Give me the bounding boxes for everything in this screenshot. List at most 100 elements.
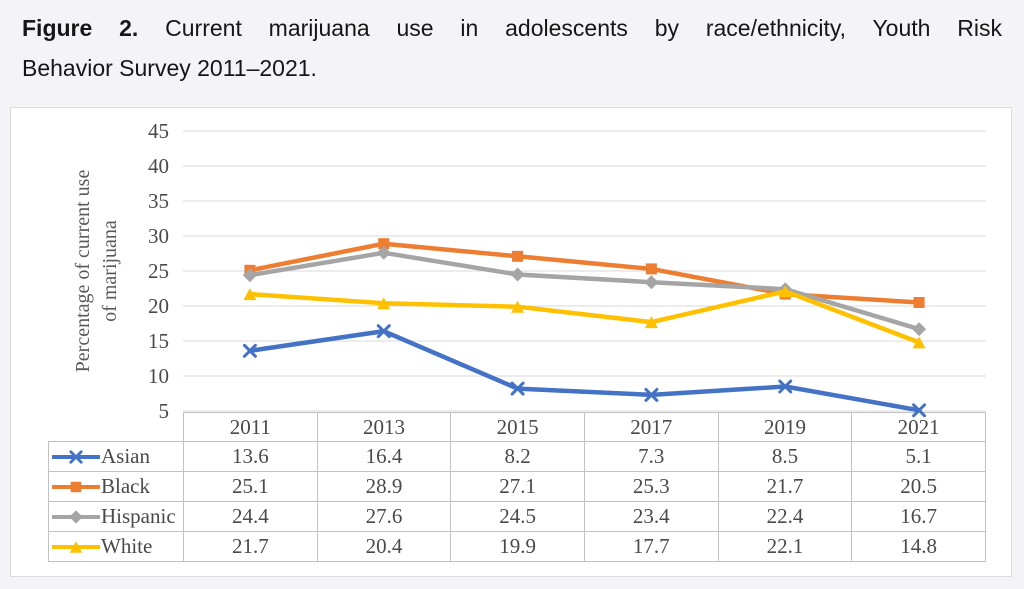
chart-data-table: 2011 2013 2015 2017 2019 2021 Asian 13.6 16.4 8.…	[48, 412, 986, 562]
figure-title-line1: Current marijuana use in adolescents by …	[165, 15, 1003, 41]
figure-caption-line1: Figure 2. Current marijuana use in adole…	[22, 8, 1002, 48]
legend-cell-white: White	[48, 531, 184, 562]
marker-triangle-icon	[243, 288, 257, 301]
table-header-row: 2011 2013 2015 2017 2019 2021	[49, 412, 986, 442]
marker-x-icon	[510, 381, 525, 396]
marker-triangle-icon	[511, 300, 525, 313]
value-cell: 28.9	[316, 471, 452, 502]
year-header: 2011	[183, 412, 318, 442]
legend-key: Black	[49, 474, 183, 499]
marker-x-icon	[69, 449, 83, 464]
legend-key: White	[49, 534, 183, 559]
legend-label: Hispanic	[101, 504, 176, 528]
value-cell: 24.4	[183, 501, 318, 532]
series-line-white	[247, 289, 922, 345]
value-cell: 5.1	[851, 441, 986, 472]
marker-x-icon	[644, 387, 659, 402]
value-cell: 21.7	[717, 471, 853, 502]
legend-key: Hispanic	[49, 504, 183, 529]
y-tick-label: 30	[148, 224, 169, 248]
value-cell: 16.4	[316, 441, 452, 472]
legend-label: Asian	[101, 444, 150, 468]
value-cell: 8.5	[717, 441, 853, 472]
table-row-black: Black 25.1 28.9 27.1 25.3 21.7 20.5	[48, 471, 986, 502]
y-tick-label: 35	[148, 189, 169, 213]
marker-square-icon	[378, 238, 390, 250]
legend-swatch-icon	[52, 509, 100, 524]
marker-square-icon	[70, 481, 82, 492]
figure-caption-line2: Behavior Survey 2011–2021.	[22, 55, 317, 81]
legend-swatch-icon	[52, 481, 100, 492]
marker-diamond-icon	[510, 267, 525, 282]
value-cell: 21.7	[183, 531, 318, 562]
value-cell: 13.6	[183, 441, 318, 472]
series-line-hispanic	[247, 250, 922, 332]
marker-triangle-icon	[69, 540, 83, 553]
value-cell: 20.5	[851, 471, 986, 502]
marker-x-icon	[778, 379, 793, 394]
figure-label: Figure 2.	[22, 15, 139, 41]
year-header: 2015	[450, 412, 585, 442]
value-cell: 14.8	[851, 531, 986, 562]
value-cell: 20.4	[316, 531, 452, 562]
value-cell: 25.3	[583, 471, 719, 502]
marker-triangle-icon	[778, 285, 792, 298]
y-tick-label: 45	[148, 119, 169, 143]
value-cell: 22.1	[717, 531, 853, 562]
marker-triangle-icon	[912, 336, 926, 349]
legend-swatch-icon	[52, 540, 100, 553]
y-tick-label: 10	[148, 364, 169, 388]
series-line-black	[247, 241, 922, 305]
marker-square-icon	[779, 288, 791, 300]
table-row-hispanic: Hispanic 24.4 27.6 24.5 23.4 22.4 16.7	[48, 501, 986, 532]
marker-diamond-icon	[644, 275, 659, 290]
marker-square-icon	[512, 250, 524, 262]
value-cell: 23.4	[583, 501, 719, 532]
marker-diamond-icon	[778, 282, 793, 297]
marker-square-icon	[913, 297, 925, 308]
legend-label: Black	[101, 474, 150, 498]
marker-triangle-icon	[377, 297, 391, 310]
table-row-white: White 21.7 20.4 19.9 17.7 22.1 14.8	[48, 531, 986, 562]
y-tick-label: 25	[148, 259, 169, 283]
marker-diamond-icon	[376, 245, 391, 260]
year-header: 2013	[316, 412, 452, 442]
value-cell: 7.3	[583, 441, 719, 472]
y-tick-label: 15	[148, 329, 169, 353]
year-header: 2021	[851, 412, 986, 442]
marker-x-icon	[376, 324, 391, 339]
year-header: 2019	[717, 412, 853, 442]
legend-cell-asian: Asian	[48, 441, 184, 472]
value-cell: 22.4	[717, 501, 853, 532]
value-cell: 25.1	[183, 471, 318, 502]
chart-card: 5 10 15 20 25 30 35 40 45 Percentage of current u…	[10, 107, 1012, 577]
y-tick-label: 40	[148, 154, 169, 178]
marker-square-icon	[244, 264, 256, 276]
figure-caption: Figure 2. Current marijuana use in adole…	[22, 8, 1002, 88]
marker-triangle-icon	[644, 316, 658, 329]
value-cell: 8.2	[450, 441, 585, 472]
table-row-asian: Asian 13.6 16.4 8.2 7.3 8.5 5.1	[48, 441, 986, 472]
legend-swatch-icon	[52, 449, 100, 464]
y-axis-title: Percentage of current use of marijuana	[72, 170, 121, 373]
series-line-asian	[247, 328, 922, 413]
marker-square-icon	[645, 263, 657, 275]
value-cell: 27.1	[450, 471, 585, 502]
legend-cell-hispanic: Hispanic	[48, 501, 184, 532]
marker-diamond-icon	[69, 509, 83, 524]
marker-diamond-icon	[242, 268, 257, 283]
legend-cell-black: Black	[48, 471, 184, 502]
value-cell: 24.5	[450, 501, 585, 532]
marker-x-icon	[242, 343, 257, 358]
y-tick-label: 20	[148, 294, 169, 318]
legend-key: Asian	[49, 444, 183, 469]
year-header: 2017	[583, 412, 719, 442]
value-cell: 27.6	[316, 501, 452, 532]
marker-diamond-icon	[912, 322, 927, 337]
value-cell: 17.7	[583, 531, 719, 562]
value-cell: 16.7	[851, 501, 986, 532]
value-cell: 19.9	[450, 531, 585, 562]
legend-label: White	[101, 534, 153, 558]
table-corner-cell	[49, 413, 184, 442]
